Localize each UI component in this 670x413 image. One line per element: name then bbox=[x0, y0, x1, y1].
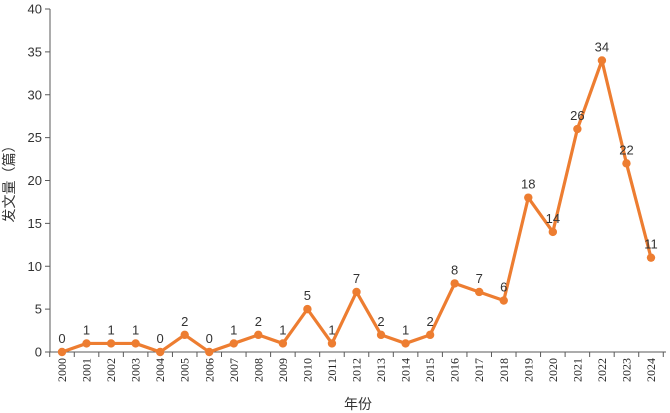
data-point bbox=[401, 339, 410, 348]
data-point bbox=[597, 56, 607, 65]
data-label: 26 bbox=[570, 108, 584, 123]
x-tick-label: 2019 bbox=[521, 358, 535, 382]
x-tick-label: 2021 bbox=[570, 358, 584, 382]
y-tick-label: 40 bbox=[28, 2, 42, 17]
data-label: 14 bbox=[546, 211, 560, 226]
x-tick-label: 2016 bbox=[448, 358, 462, 382]
x-tick-label: 2017 bbox=[472, 358, 486, 382]
x-tick-label: 2024 bbox=[644, 358, 658, 382]
x-tick-label: 2014 bbox=[399, 358, 413, 382]
data-point bbox=[205, 347, 214, 357]
y-tick-label: 20 bbox=[28, 173, 42, 188]
data-point bbox=[131, 339, 140, 348]
data-point bbox=[376, 330, 386, 340]
data-label: 18 bbox=[521, 177, 535, 192]
x-axis-title: 年份 bbox=[344, 397, 372, 413]
data-label: 8 bbox=[451, 262, 458, 277]
data-label: 0 bbox=[157, 331, 164, 346]
data-label: 2 bbox=[427, 314, 434, 329]
y-tick-label: 25 bbox=[28, 130, 42, 145]
x-tick-label: 2007 bbox=[227, 358, 241, 382]
x-tick-label: 2013 bbox=[374, 358, 388, 382]
x-tick-label: 2004 bbox=[153, 358, 167, 382]
data-point bbox=[622, 159, 631, 168]
y-tick-label: 35 bbox=[28, 44, 42, 59]
data-label: 1 bbox=[230, 322, 237, 337]
data-label: 0 bbox=[58, 331, 65, 346]
x-tick-label: 2009 bbox=[276, 358, 290, 382]
y-tick-label: 15 bbox=[28, 216, 42, 231]
x-tick-label: 2022 bbox=[595, 358, 609, 382]
data-label: 34 bbox=[595, 39, 609, 54]
data-label: 1 bbox=[279, 322, 286, 337]
x-tick-label: 2023 bbox=[619, 358, 633, 382]
data-point bbox=[425, 330, 435, 340]
data-point bbox=[573, 124, 582, 134]
data-label: 1 bbox=[132, 322, 139, 337]
data-point bbox=[57, 347, 67, 357]
x-tick-label: 2012 bbox=[350, 358, 364, 382]
data-point bbox=[229, 339, 238, 348]
x-tick-label: 2005 bbox=[178, 358, 192, 382]
data-point bbox=[180, 330, 189, 340]
x-tick-label: 2020 bbox=[546, 358, 560, 382]
data-point bbox=[303, 304, 312, 314]
data-points bbox=[57, 56, 656, 357]
y-axis-title: 发文量（篇） bbox=[2, 139, 18, 223]
y-tick-label: 5 bbox=[35, 302, 42, 317]
data-label: 0 bbox=[206, 331, 213, 346]
data-label: 7 bbox=[353, 271, 360, 286]
x-tick-label: 2018 bbox=[497, 358, 511, 382]
data-point bbox=[524, 193, 533, 202]
data-label: 1 bbox=[83, 322, 90, 337]
y-axis-ticks: 0 5 10 15 20 25 30 35 40 bbox=[28, 2, 50, 360]
data-label: 2 bbox=[377, 314, 384, 329]
x-tick-label: 2010 bbox=[300, 358, 314, 382]
y-tick-label: 10 bbox=[28, 259, 42, 274]
data-point bbox=[475, 287, 484, 297]
data-point bbox=[155, 347, 165, 357]
x-tick-label: 2015 bbox=[423, 358, 437, 382]
data-label: 7 bbox=[476, 271, 483, 286]
series-line bbox=[61, 58, 653, 354]
axes bbox=[49, 9, 666, 353]
data-point bbox=[450, 279, 459, 288]
x-tick-label: 2008 bbox=[251, 358, 265, 382]
x-axis-ticks: 2000 2001 2002 2003 2004 2005 2006 2007 2008 2009… bbox=[49, 352, 664, 382]
y-tick-label: 0 bbox=[35, 345, 42, 360]
data-point bbox=[352, 287, 361, 297]
data-point bbox=[82, 339, 91, 348]
series-line-group bbox=[61, 58, 653, 354]
data-label: 1 bbox=[402, 322, 409, 337]
data-label: 2 bbox=[181, 314, 188, 329]
x-tick-label: 2001 bbox=[80, 358, 94, 382]
data-label: 11 bbox=[644, 237, 658, 252]
data-label: 22 bbox=[619, 142, 633, 157]
data-label: 1 bbox=[328, 322, 335, 337]
x-tick-label: 2002 bbox=[104, 358, 118, 382]
x-tick-label: 2011 bbox=[325, 358, 339, 382]
x-tick-label: 2003 bbox=[129, 358, 143, 382]
data-point bbox=[499, 296, 508, 305]
data-point bbox=[278, 339, 288, 348]
x-tick-label: 2006 bbox=[202, 358, 216, 382]
data-point bbox=[106, 339, 116, 348]
data-label: 2 bbox=[255, 314, 262, 329]
data-point bbox=[548, 227, 558, 237]
data-point bbox=[646, 253, 656, 262]
data-label: 5 bbox=[304, 288, 311, 303]
data-point bbox=[327, 339, 337, 348]
x-tick-label: 2000 bbox=[55, 358, 69, 382]
data-label: 1 bbox=[107, 322, 114, 337]
data-label: 6 bbox=[500, 280, 507, 295]
data-point bbox=[254, 330, 263, 340]
y-tick-label: 30 bbox=[28, 87, 42, 102]
